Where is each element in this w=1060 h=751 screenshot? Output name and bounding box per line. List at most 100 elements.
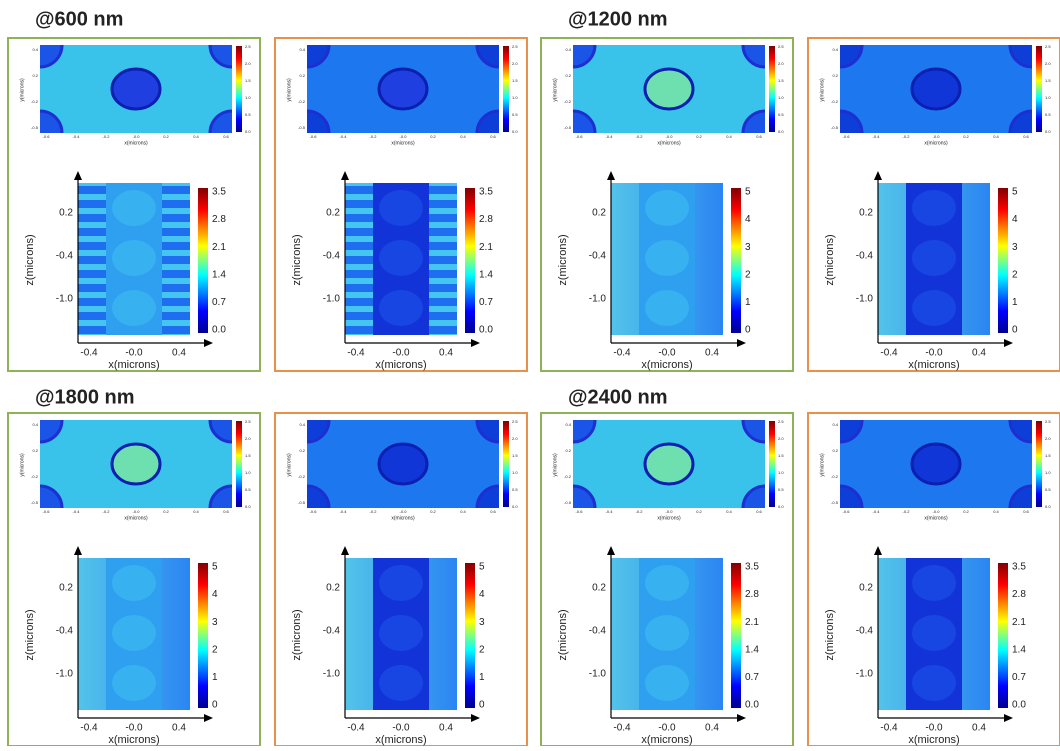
colorbar-tick-label: 3 — [1012, 242, 1018, 253]
colorbar — [198, 563, 208, 708]
x-tick-label: -0.0 — [392, 723, 410, 734]
y-tick-label: 0.2 — [32, 448, 38, 453]
colorbar-tick-label: 0.0 — [212, 325, 226, 336]
x-axis-label: x(microns) — [124, 515, 148, 521]
corner-rod — [818, 23, 862, 67]
z-tick-label: -0.4 — [589, 251, 607, 262]
x-tick-label: 0.2 — [696, 509, 702, 514]
z-arrow — [74, 171, 82, 180]
colorbar — [236, 46, 242, 132]
colorbar-tick-label: 1 — [1012, 297, 1018, 308]
y-tick-label: 0.4 — [565, 422, 571, 427]
colorbar-tick-label: 0.0 — [1045, 129, 1051, 134]
colorbar-tick-label: 0.0 — [512, 504, 518, 509]
colorbar-tick-label: 0.5 — [512, 487, 518, 492]
y-tick-label: 0.4 — [299, 422, 305, 427]
corner-rod — [285, 23, 329, 67]
colorbar-tick-label: 1.0 — [512, 95, 518, 100]
corner-rod — [285, 111, 329, 155]
colorbar-tick-label: 3 — [479, 617, 485, 628]
section-title: @1800 nm — [35, 386, 135, 408]
colorbar-tick-label: 1.4 — [212, 269, 226, 280]
colorbar-tick-label: 2.0 — [778, 61, 784, 66]
x-tick-label: -0.0 — [133, 509, 141, 514]
z-tick-label: -0.4 — [856, 626, 874, 637]
z-tick-label: -1.0 — [323, 669, 341, 680]
x-tick-label: -0.0 — [666, 134, 674, 139]
panel: 2.52.01.51.00.50.0-0.6-0.4-0.2-0.00.20.4… — [541, 398, 793, 746]
x-tick-label: 0.6 — [223, 509, 229, 514]
x-tick-label: -0.6 — [843, 134, 851, 139]
z-arrow — [341, 171, 349, 180]
x-arrow — [1004, 339, 1013, 347]
x-tick-label: -0.4 — [340, 134, 348, 139]
x-tick-label: 0.2 — [163, 134, 169, 139]
z-tick-label: 0.2 — [326, 208, 340, 219]
x-tick-label: -0.4 — [613, 723, 631, 734]
z-tick-label: -1.0 — [323, 294, 341, 305]
corner-rod — [551, 486, 595, 530]
x-tick-label: -0.0 — [658, 723, 676, 734]
colorbar-tick-label: 1.5 — [512, 453, 518, 458]
colorbar-tick-label: 0.5 — [778, 487, 784, 492]
colorbar-tick-label: 2.1 — [479, 242, 493, 253]
x-axis-label: x(microns) — [375, 359, 426, 371]
x-axis-label: x(microns) — [908, 734, 959, 746]
x-arrow — [471, 339, 480, 347]
x-axis-label: x(microns) — [924, 140, 948, 146]
z-arrow — [874, 546, 882, 555]
corner-rod — [18, 486, 62, 530]
z-axis-label: z(microns) — [24, 609, 36, 660]
x-tick-label: -0.4 — [873, 134, 881, 139]
y-tick-label: -0.5 — [31, 125, 39, 130]
colorbar-tick-label: 1 — [479, 672, 485, 683]
z-arrow — [607, 171, 615, 180]
colorbar-tick-label: 0.0 — [245, 504, 251, 509]
field-lobe — [912, 615, 956, 651]
x-tick-label: 0.4 — [993, 134, 999, 139]
colorbar-tick-label: 0.0 — [1045, 504, 1051, 509]
x-tick-label: -0.4 — [347, 723, 365, 734]
colorbar-tick-label: 1.4 — [745, 644, 759, 655]
colorbar-tick-label: 2.0 — [245, 61, 251, 66]
colorbar-tick-label: 0 — [745, 325, 751, 336]
colorbar-tick-label: 4 — [212, 589, 218, 600]
field-lobe — [645, 290, 689, 326]
corner-rod — [18, 111, 62, 155]
x-tick-label: -0.2 — [903, 134, 911, 139]
x-tick-label: -0.0 — [925, 348, 943, 359]
x-tick-label: 0.6 — [1023, 134, 1029, 139]
z-tick-label: 0.2 — [859, 208, 873, 219]
field-lobe — [112, 290, 156, 326]
colorbar — [503, 421, 509, 507]
colorbar-tick-label: 2 — [212, 644, 218, 655]
corner-rod — [285, 398, 329, 442]
center-rod — [912, 444, 960, 484]
panel: 2.52.01.51.00.50.0-0.6-0.4-0.2-0.00.20.4… — [808, 398, 1060, 746]
x-tick-label: -0.2 — [103, 509, 111, 514]
colorbar — [1036, 421, 1042, 507]
z-tick-label: -0.4 — [589, 626, 607, 637]
x-tick-label: -0.4 — [347, 348, 365, 359]
x-arrow — [204, 714, 213, 722]
x-tick-label: 0.4 — [972, 723, 986, 734]
y-tick-label: -0.2 — [831, 99, 839, 104]
y-tick-label: -0.2 — [564, 474, 572, 479]
y-tick-label: -0.5 — [298, 125, 306, 130]
colorbar-tick-label: 3.5 — [479, 187, 493, 198]
section-title: @600 nm — [35, 8, 123, 30]
colorbar-tick-label: 2.5 — [778, 44, 784, 49]
x-tick-label: -0.2 — [636, 509, 644, 514]
colorbar-tick-label: 4 — [479, 589, 485, 600]
y-axis-label: y(microns) — [19, 453, 25, 477]
colorbar — [998, 563, 1008, 708]
x-tick-label: -0.6 — [576, 134, 584, 139]
colorbar-tick-label: 0.0 — [512, 129, 518, 134]
x-axis-label: x(microns) — [908, 359, 959, 371]
z-axis-label: z(microns) — [291, 234, 303, 285]
field-lobe — [379, 565, 423, 601]
colorbar-tick-label: 2 — [745, 269, 751, 280]
colorbar-tick-label: 3 — [745, 242, 751, 253]
